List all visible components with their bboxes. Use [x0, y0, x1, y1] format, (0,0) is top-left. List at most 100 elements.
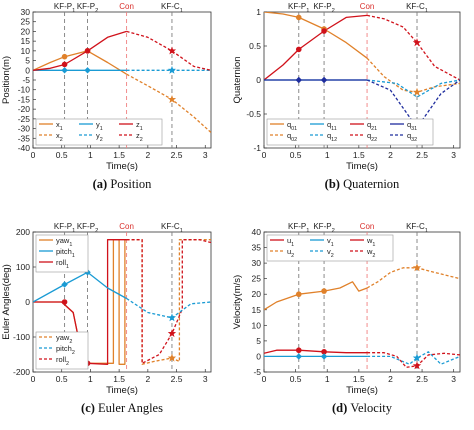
- legend-label: q12: [327, 131, 337, 143]
- x-tick-label: 0.5: [56, 150, 68, 160]
- y-tick-label: 0: [256, 75, 261, 85]
- legend-label: z1: [136, 120, 143, 132]
- legend-label: v2: [327, 247, 334, 259]
- legend-label: q11: [327, 120, 337, 132]
- x-tick-label: 3: [203, 150, 208, 160]
- y-axis-label: Position(m): [1, 56, 12, 104]
- subfigure-caption: (c) Euler Angles: [81, 401, 163, 415]
- closure-point: [167, 65, 177, 74]
- subfigure-caption: (d) Velocity: [332, 401, 393, 415]
- y-tick-label: 20: [21, 26, 31, 36]
- x-tick-label: 1.5: [113, 374, 125, 384]
- y-tick-label: 30: [252, 258, 262, 268]
- con-marker-label: Con: [360, 2, 375, 11]
- x-tick-label: 1.5: [113, 150, 125, 160]
- series-line: [264, 281, 368, 311]
- closure-point: [167, 95, 177, 103]
- keyframe-point: [321, 348, 327, 355]
- x-tick-label: 0: [262, 374, 267, 384]
- x-tick-label: 1.5: [353, 374, 365, 384]
- legend-label: roll2: [56, 355, 69, 367]
- series-line: [366, 57, 460, 93]
- y-tick-label: -15: [18, 94, 31, 104]
- x-tick-label: 0: [31, 150, 36, 160]
- series-line: [367, 79, 460, 98]
- legend-label: y2: [96, 131, 103, 143]
- chart-panel: 0 0.5 1 1.5 2 2.5 3-40-35-30-25-20-15-10-50510…: [1, 2, 212, 191]
- y-tick-label: 0: [25, 65, 30, 75]
- legend-label: pitch1: [56, 247, 75, 259]
- legend-label: x2: [56, 131, 63, 143]
- y-tick-label: -0.5: [246, 109, 261, 119]
- y-tick-label: 15: [21, 36, 31, 46]
- x-tick-label: 2.5: [171, 374, 183, 384]
- keyframe-point: [61, 67, 68, 74]
- closure-point: [167, 46, 177, 55]
- y-tick-label: -40: [18, 143, 31, 153]
- legend: q01 q11 q21 q31 q02 q12 q22 q32: [266, 118, 434, 146]
- legend-label: roll1: [56, 258, 69, 270]
- x-tick-label: 0.5: [290, 374, 302, 384]
- y-tick-label: -20: [18, 104, 31, 114]
- y-tick-label: 25: [252, 274, 262, 284]
- keyframe-marker-label: KF-C1: [161, 2, 183, 14]
- x-tick-label: 0: [262, 150, 267, 160]
- series-group: [264, 12, 460, 129]
- legend-box: [35, 234, 89, 273]
- subfigure-caption: (a) Position: [93, 177, 152, 191]
- x-axis-label: Time(s): [346, 385, 378, 396]
- con-marker-label: Con: [360, 222, 375, 231]
- y-tick-label: 15: [252, 305, 262, 315]
- x-tick-label: 3: [203, 374, 208, 384]
- series-line: [126, 297, 211, 319]
- y-tick-label: 40: [252, 227, 262, 237]
- y-tick-label: 0: [25, 297, 30, 307]
- legend-label: yaw1: [56, 236, 72, 248]
- series-line: [126, 239, 211, 364]
- y-tick-label: 0.5: [249, 41, 261, 51]
- closure-point: [167, 353, 177, 362]
- legend-label: z2: [136, 131, 143, 143]
- series-line: [264, 349, 368, 354]
- closure-point: [167, 329, 177, 338]
- x-tick-label: 0.5: [290, 150, 302, 160]
- series-line: [264, 12, 368, 59]
- legend: x1 y1 z1 x2 y2 z2: [35, 118, 163, 146]
- keyframe-point: [320, 353, 328, 360]
- legend-label: q02: [287, 131, 297, 143]
- legend-label: y1: [96, 120, 103, 132]
- keyframe-point: [61, 53, 68, 60]
- closure-point: [412, 38, 422, 47]
- subfigure-caption: (b) Quaternion: [325, 177, 400, 191]
- y-tick-label: -200: [13, 367, 30, 377]
- series-group: [264, 267, 460, 368]
- keyframe-point: [295, 347, 302, 354]
- chart-panel: 0 0.5 1 1.5 2 2.5 3 -200 -100 0 100 200 Time(s) Euler…: [1, 222, 212, 415]
- y-tick-label: -10: [18, 85, 31, 95]
- y-tick-label: 5: [25, 56, 30, 66]
- legend: u1 v1 w1 u2 v2 w2: [266, 234, 394, 262]
- chart-panel: 0 0.5 1 1.5 2 2.5 3-50510152025303540Time(s)Ve…: [232, 222, 461, 415]
- y-tick-label: 100: [16, 262, 30, 272]
- keyframe-marker-label: KF-P1: [288, 222, 309, 234]
- series-line: [33, 30, 127, 71]
- keyframe-point: [61, 281, 68, 288]
- chart-panel: 0 0.5 1 1.5 2 2.5 3 -1 -0.5 0 0.5 1 Time(s) Quaternio…: [232, 2, 461, 191]
- keyframe-point: [320, 76, 328, 84]
- y-tick-label: 25: [21, 17, 31, 27]
- con-marker-label: Con: [119, 2, 134, 11]
- legend-label: pitch2: [56, 344, 75, 356]
- series-line: [264, 14, 368, 81]
- keyframe-marker-label: KF-C1: [406, 222, 428, 234]
- x-tick-label: 3: [451, 150, 456, 160]
- keyframe-marker-label: KF-C1: [161, 222, 183, 234]
- y-tick-label: 30: [21, 7, 31, 17]
- keyframe-point: [84, 67, 91, 74]
- keyframe-point: [61, 299, 68, 305]
- series-line: [126, 239, 211, 365]
- keyframe-marker-label: KF-P2: [313, 2, 334, 14]
- legend-label: q31: [407, 120, 417, 132]
- y-tick-label: 5: [256, 336, 261, 346]
- series-line: [33, 271, 127, 303]
